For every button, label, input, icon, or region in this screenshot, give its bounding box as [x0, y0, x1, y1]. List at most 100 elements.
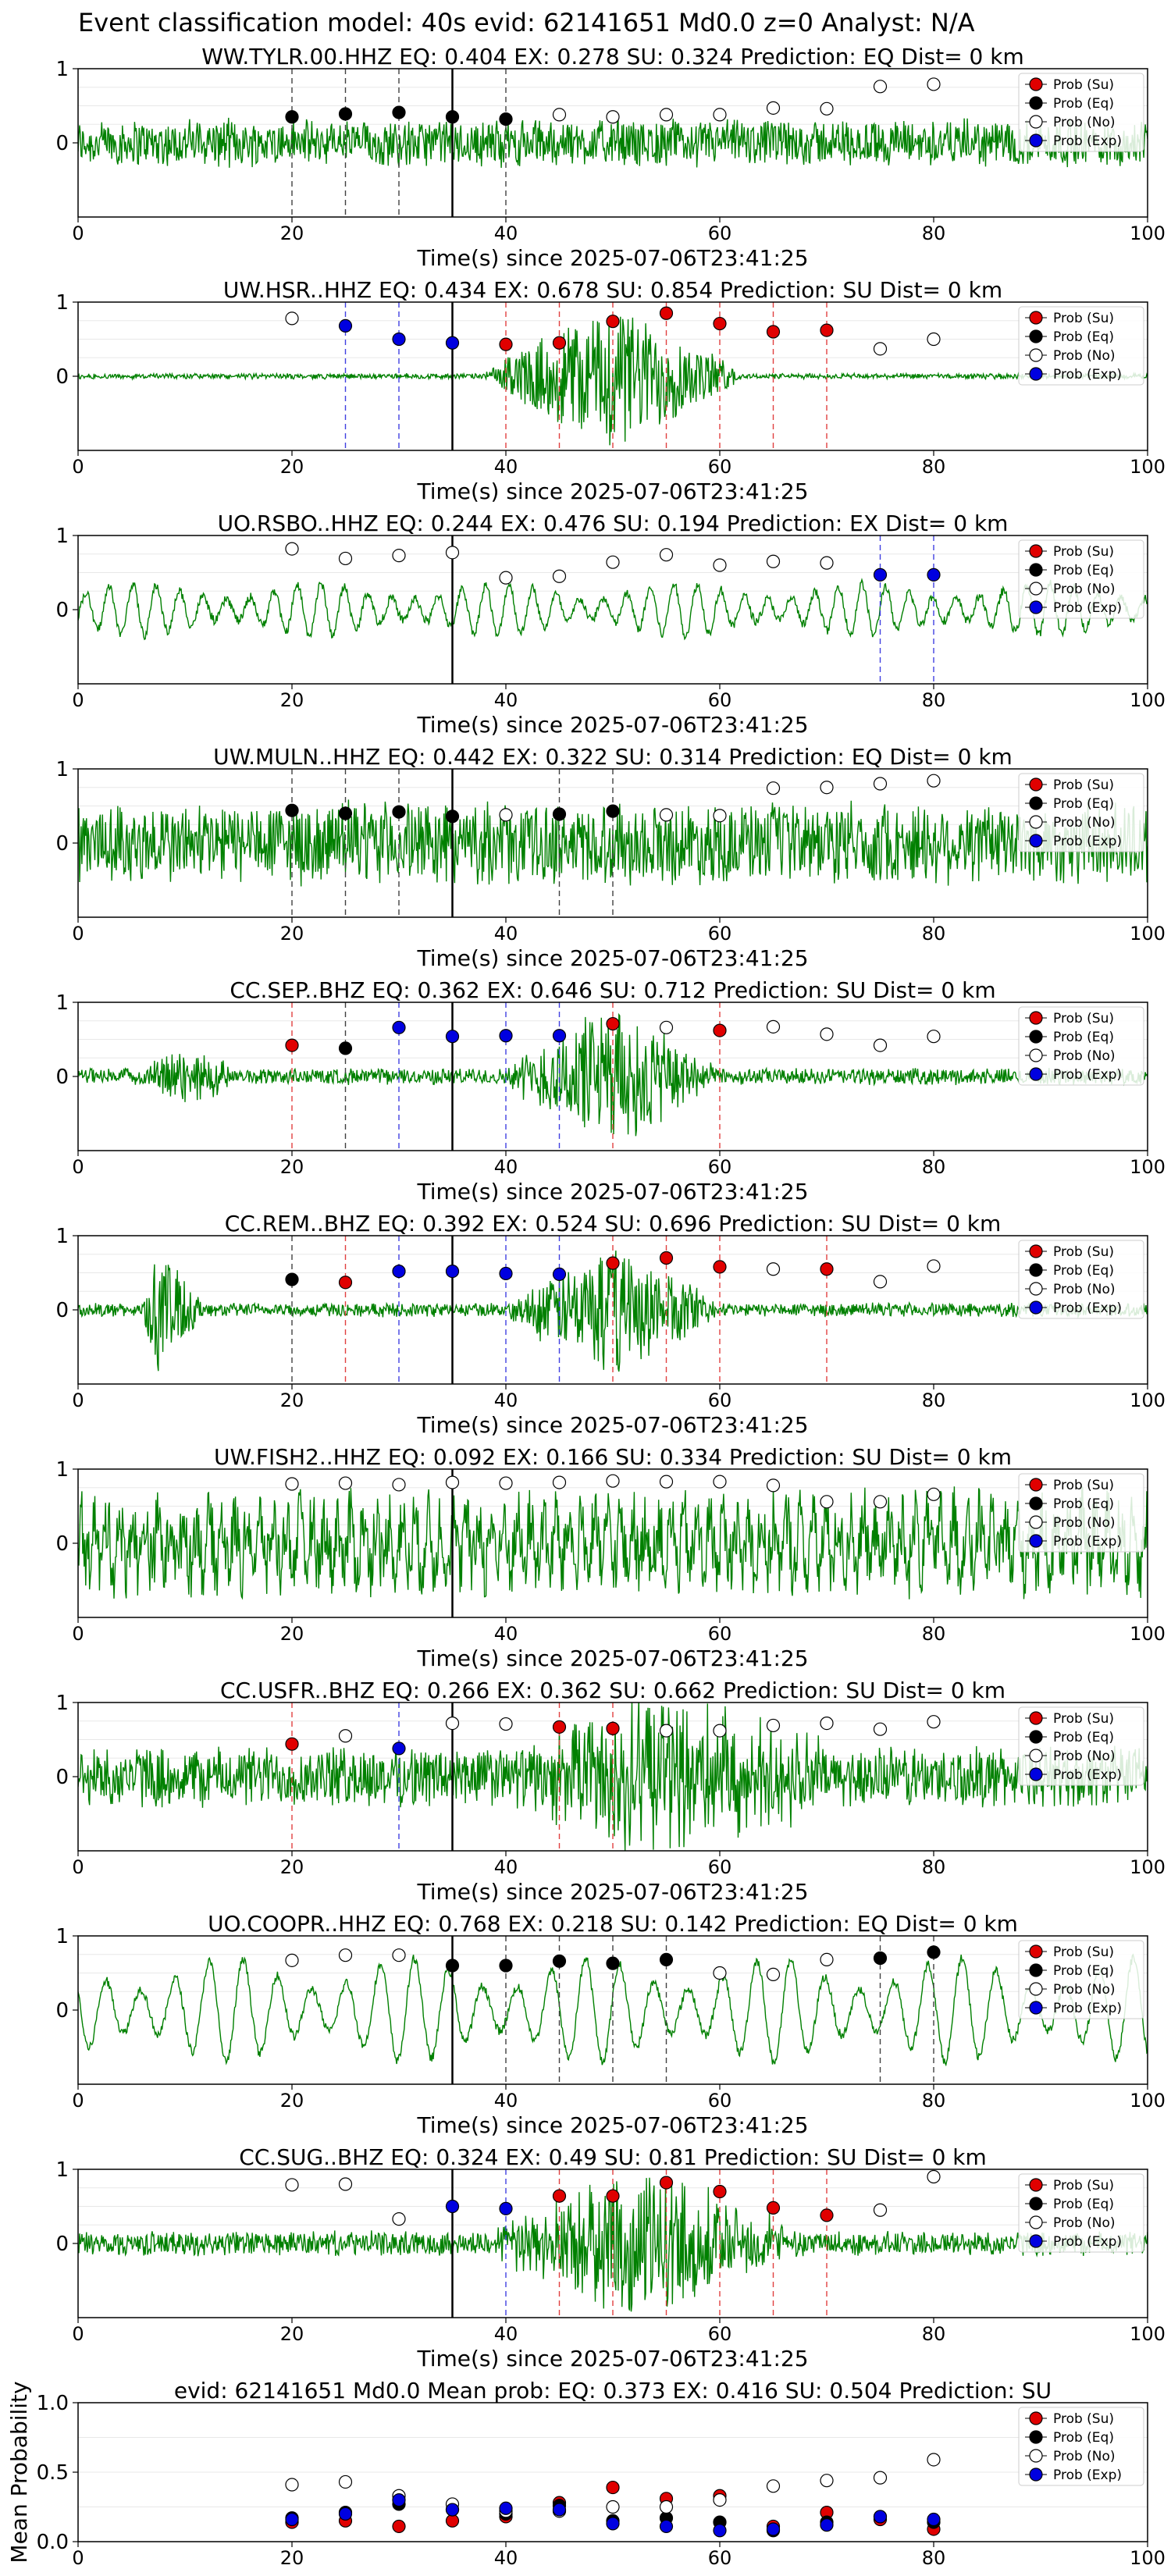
- x-tick-label: 40: [494, 456, 518, 478]
- x-tick-label: 80: [922, 2323, 946, 2345]
- mean-probability-point: [606, 2480, 620, 2495]
- probability-point: [499, 808, 513, 822]
- probability-point: [873, 1722, 888, 1736]
- y-tick-label: 0: [55, 1066, 69, 1089]
- probability-point: [713, 1260, 727, 1274]
- legend-label: Prob (Su): [1053, 2411, 1114, 2427]
- probability-point: [766, 781, 781, 795]
- x-tick-label: 100: [1130, 2090, 1166, 2112]
- probability-point: [552, 807, 567, 821]
- x-tick-label: 60: [708, 2547, 732, 2569]
- legend-label: Prob (Eq): [1053, 96, 1114, 112]
- x-tick-label: 80: [922, 2090, 946, 2112]
- probability-point: [873, 777, 888, 791]
- legend-marker: [1029, 777, 1043, 792]
- legend-marker: [1029, 544, 1043, 558]
- probability-point: [659, 808, 674, 822]
- probability-point: [445, 546, 460, 560]
- x-tick-label: 80: [922, 689, 946, 711]
- legend-label: Prob (Eq): [1053, 2197, 1114, 2212]
- y-tick-label: 1: [55, 1458, 69, 1482]
- probability-point: [713, 108, 727, 122]
- y-tick-label: 0: [55, 599, 69, 622]
- legend-box: [1018, 306, 1144, 386]
- legend-label: Prob (No): [1053, 1282, 1116, 1297]
- x-axis-label: Time(s) since 2025-07-06T23:41:25: [416, 945, 808, 971]
- probability-point: [552, 1267, 567, 1282]
- mean-probability-point: [606, 2517, 620, 2531]
- x-tick-label: 60: [708, 456, 732, 478]
- probability-point: [392, 1020, 406, 1034]
- probability-point: [820, 1952, 834, 1966]
- probability-point: [927, 1487, 941, 1501]
- waveform-trace: [78, 1485, 1148, 1600]
- legend-label: Prob (Eq): [1053, 329, 1114, 345]
- probability-point: [820, 101, 834, 116]
- waveform-trace: [78, 1703, 1148, 1851]
- x-tick-label: 60: [708, 2090, 732, 2112]
- legend-marker: [1029, 563, 1043, 577]
- probability-point: [552, 1475, 567, 1489]
- legend-marker: [1029, 1963, 1043, 1977]
- mean-probability-point: [445, 2514, 460, 2528]
- panel-title: CC.REM..BHZ EQ: 0.392 EX: 0.524 SU: 0.69…: [225, 1211, 1002, 1236]
- y-tick-label: 1: [55, 525, 69, 548]
- legend-label: Prob (Su): [1053, 1944, 1114, 1960]
- probability-point: [713, 1724, 727, 1738]
- legend-label: Prob (Exp): [1053, 834, 1122, 849]
- legend-marker: [1029, 2234, 1043, 2248]
- x-tick-label: 60: [708, 923, 732, 945]
- x-tick-label: 40: [494, 923, 518, 945]
- x-tick-label: 0: [72, 1389, 84, 1411]
- probability-point: [285, 1737, 299, 1751]
- mean-probability-point: [820, 2474, 834, 2488]
- mean-probability-point: [659, 2500, 674, 2514]
- probability-point: [820, 2208, 834, 2222]
- legend-box: [1018, 539, 1144, 619]
- probability-point: [499, 1266, 513, 1281]
- legend-box: [1018, 1706, 1144, 1786]
- y-tick-label: 1: [55, 758, 69, 781]
- x-tick-label: 100: [1130, 222, 1166, 244]
- y-tick-label: 0: [55, 1766, 69, 1789]
- x-tick-label: 60: [708, 1623, 732, 1645]
- probability-point: [606, 1016, 620, 1031]
- x-tick-label: 60: [708, 2323, 732, 2345]
- panel-title: WW.TYLR.00.HHZ EQ: 0.404 EX: 0.278 SU: 0…: [201, 44, 1024, 69]
- probability-point: [392, 1478, 406, 1492]
- mean-probability-point: [873, 2510, 888, 2524]
- y-tick-label: 0: [55, 1999, 69, 2023]
- legend-marker: [1029, 96, 1043, 110]
- legend-label: Prob (Exp): [1053, 1767, 1122, 1783]
- probability-point: [338, 318, 353, 333]
- y-tick-label: 0: [55, 132, 69, 155]
- x-tick-label: 40: [494, 1856, 518, 1878]
- probability-point: [606, 555, 620, 569]
- legend-label: Prob (Eq): [1053, 1030, 1114, 1045]
- probability-point: [927, 568, 941, 582]
- x-axis-label: Time(s) since 2025-07-06T23:41:25: [416, 1879, 808, 1905]
- waveform-group: [78, 578, 1148, 641]
- mean-probability-point: [285, 2478, 299, 2492]
- x-tick-label: 40: [494, 2547, 518, 2569]
- legend-marker: [1029, 2430, 1043, 2444]
- mean-probability-point: [659, 2519, 674, 2534]
- panel-title: UW.HSR..HHZ EQ: 0.434 EX: 0.678 SU: 0.85…: [223, 277, 1002, 303]
- probability-point: [285, 1038, 299, 1052]
- x-tick-label: 20: [280, 2090, 304, 2112]
- x-tick-label: 0: [72, 923, 84, 945]
- probability-point: [927, 1030, 941, 1044]
- probability-point: [766, 1262, 781, 1276]
- x-axis-label: Time(s) since 2025-07-06T23:41:25: [416, 1179, 808, 1204]
- legend-label: Prob (Su): [1053, 544, 1114, 560]
- probability-point: [659, 108, 674, 122]
- legend-label: Prob (Su): [1053, 2178, 1114, 2194]
- probability-point: [338, 551, 353, 566]
- legend-marker: [1029, 2001, 1043, 2015]
- legend-marker: [1029, 1030, 1043, 1044]
